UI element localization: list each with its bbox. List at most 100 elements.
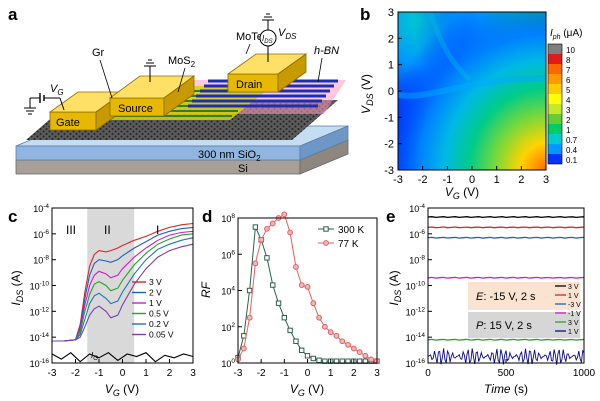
data-point bbox=[252, 260, 259, 267]
series-line-3V bbox=[52, 222, 194, 342]
y-tick-label: 10-4 bbox=[409, 203, 425, 214]
x-tick-label: 0 bbox=[120, 368, 126, 379]
panel-c-legend: 3 V2 V1 V0.5 V0.2 V0.05 V bbox=[132, 277, 174, 340]
data-point bbox=[327, 329, 334, 336]
region-i-label: I bbox=[156, 223, 159, 237]
data-point bbox=[304, 353, 311, 359]
panel-c-ylabel: IDS (A) bbox=[9, 270, 25, 305]
vg-circuit bbox=[24, 93, 65, 115]
x-tick-label: -3 bbox=[393, 174, 403, 186]
panel-d-letter: d bbox=[202, 207, 212, 226]
data-point bbox=[246, 314, 253, 321]
region-iii-label: III bbox=[66, 223, 76, 237]
y-tick-label: 10-6 bbox=[33, 229, 49, 240]
y-tick-label: 10-14 bbox=[406, 332, 426, 343]
panel-d-x-ticks: -3 -2 -1 0 1 2 3 bbox=[234, 359, 380, 379]
source-electrode bbox=[108, 75, 196, 117]
y-tick-label: 0 bbox=[388, 86, 394, 98]
y-tick-label: 1 bbox=[388, 60, 394, 72]
legend-label: 77 K bbox=[338, 239, 359, 250]
y-tick-label: 10-16 bbox=[30, 358, 50, 369]
legend-marker bbox=[323, 240, 329, 246]
panel-a-letter: a bbox=[8, 5, 18, 24]
data-point bbox=[310, 355, 316, 362]
ig-label: IG bbox=[91, 351, 98, 362]
panel-b-letter: b bbox=[360, 5, 370, 24]
colorbar-tick-label: 6 bbox=[566, 76, 571, 85]
x-tick-label: 2 bbox=[167, 368, 173, 379]
x-tick-label: 500 bbox=[498, 368, 515, 379]
legend-label: -1 V bbox=[568, 311, 581, 318]
mos2-pointer bbox=[177, 67, 186, 93]
colorbar-tick-label: 0.4 bbox=[566, 146, 578, 155]
colorbar-tick-label: 10 bbox=[566, 46, 575, 55]
drain-circuit bbox=[259, 13, 277, 62]
panel-e-y-ticks: 10-4 10-6 10-8 10-10 10-12 10-14 10-16 bbox=[406, 203, 432, 369]
colorbar-frame bbox=[547, 43, 563, 165]
series-line-2 bbox=[427, 236, 585, 239]
legend-label: 300 K bbox=[338, 225, 364, 236]
colorbar-swatch bbox=[548, 124, 562, 134]
series-line-0 bbox=[427, 216, 585, 219]
data-point bbox=[368, 356, 375, 363]
hbn-label: h-BN bbox=[314, 45, 339, 57]
y-tick-label: 102 bbox=[221, 322, 235, 333]
x-tick-label: 1 bbox=[494, 174, 500, 186]
vg-label: VG bbox=[50, 83, 64, 97]
colorbar-swatch bbox=[548, 154, 562, 164]
x-tick-label: -3 bbox=[48, 368, 57, 379]
data-point bbox=[299, 347, 305, 354]
y-tick-label: -3 bbox=[384, 165, 394, 177]
series-line-ig bbox=[51, 351, 194, 363]
x-tick-label: 2 bbox=[518, 174, 524, 186]
sio2-side bbox=[299, 125, 349, 161]
panel-d-y-ticks: 108 106 104 102 100 bbox=[221, 213, 242, 369]
data-point bbox=[304, 283, 311, 290]
x-tick-label: 3 bbox=[190, 368, 196, 379]
series-line-1V bbox=[52, 230, 194, 342]
y-tick-label: 100 bbox=[221, 358, 235, 369]
colorbar-tick-label: 3 bbox=[566, 106, 571, 115]
y-tick-label: -2 bbox=[384, 139, 394, 151]
panel-c-xlabel: VG (V) bbox=[105, 382, 139, 398]
heatmap-field bbox=[398, 12, 546, 170]
drain-electrode bbox=[226, 53, 308, 93]
data-point bbox=[252, 224, 259, 230]
si-label: Si bbox=[238, 163, 248, 175]
series-line-1 bbox=[427, 226, 585, 229]
data-point bbox=[281, 211, 288, 218]
colorbar-swatch bbox=[548, 54, 562, 64]
colorbar-swatch bbox=[548, 114, 562, 124]
colorbar-tick-label: 8 bbox=[566, 56, 571, 65]
panel-e-ylabel: IDS (A) bbox=[387, 270, 403, 305]
x-tick-label: 0 bbox=[469, 174, 475, 186]
x-tick-label: 1 bbox=[328, 368, 334, 379]
y-tick-label: 3 bbox=[388, 7, 394, 19]
region-ii-label: II bbox=[104, 223, 111, 237]
erase-annotation: E: -15 V, 2 s bbox=[476, 291, 536, 303]
colorbar-title: Iph (μA) bbox=[550, 28, 582, 41]
data-point bbox=[258, 236, 265, 243]
panel-c-curves bbox=[51, 222, 194, 363]
y-tick-label: 2 bbox=[388, 33, 394, 45]
y-tick-label: 10-10 bbox=[406, 281, 426, 292]
x-tick-label: -1 bbox=[280, 368, 289, 379]
panel-d-ylabel: RF bbox=[199, 281, 213, 298]
series-line-0p5V bbox=[52, 233, 194, 342]
legend-label: 1 V bbox=[568, 329, 579, 336]
panel-d-legend: 300 K 77 K bbox=[318, 225, 364, 250]
legend-label: -3 V bbox=[568, 302, 581, 309]
data-point bbox=[246, 287, 253, 294]
y-tick-label: 10-6 bbox=[409, 229, 425, 240]
panel-e: e E: -15 V, 2 s P: 15 V, 2 s 0 500 1000 10… bbox=[386, 203, 596, 396]
data-point bbox=[362, 352, 369, 359]
panel-d: d -3 -2 -1 0 1 2 3 108 106 104 102 100 300 K 77 K V… bbox=[199, 207, 380, 398]
ids-meter-label: IDS bbox=[262, 34, 273, 45]
program-annotation-box bbox=[468, 312, 580, 338]
x-tick-label: 0 bbox=[305, 368, 311, 379]
legend-label: 3 V bbox=[568, 320, 579, 327]
x-tick-label: -2 bbox=[418, 174, 428, 186]
colorbar-swatch bbox=[548, 144, 562, 154]
colorbar-swatch bbox=[548, 84, 562, 94]
